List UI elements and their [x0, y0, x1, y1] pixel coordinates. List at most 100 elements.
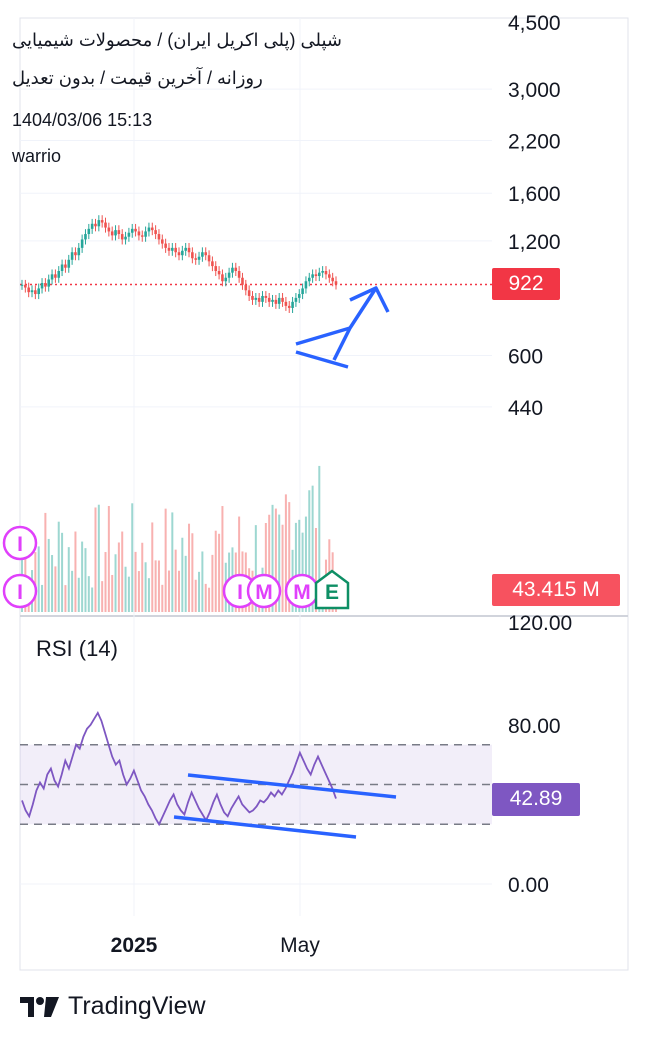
volume-bar	[131, 503, 134, 612]
candle-body	[321, 270, 324, 273]
volume-bar	[117, 542, 120, 612]
volume-bar	[188, 523, 191, 612]
candle-body	[54, 274, 57, 278]
candle-body	[297, 294, 301, 298]
volume-bar	[274, 508, 277, 612]
volume-bar	[81, 541, 84, 612]
chart-frame	[19, 17, 629, 971]
price-tick-label: 2,200	[508, 130, 561, 153]
volume-bar	[278, 514, 281, 612]
volume-bar	[304, 516, 307, 612]
rsi-trendline-upper	[187, 773, 397, 799]
timestamp: 1404/03/06 15:13	[12, 110, 153, 130]
candle-body	[221, 274, 224, 282]
volume-bar	[144, 562, 147, 612]
event-marker-label: M	[293, 581, 311, 604]
trendline-lower	[295, 350, 349, 369]
interval-line: روزانه / آخرین قیمت / بدون تعدیل	[12, 68, 263, 88]
volume-bar	[44, 512, 47, 612]
volume-bar	[54, 566, 57, 612]
rsi-tick-label: 80.00	[508, 715, 561, 738]
volume-bar	[154, 560, 157, 612]
rsi-current-label: 42.89	[492, 782, 580, 816]
symbol-line: شپلی (پلی اکریل ایران) / محصولات شیمیایی	[12, 30, 342, 50]
volume-bar	[84, 548, 87, 612]
candle-body	[127, 232, 131, 237]
volume-bar	[37, 546, 40, 612]
candle-body	[177, 252, 181, 256]
candle-body	[254, 297, 258, 300]
event-marker-label: I	[17, 533, 23, 556]
candle-body	[307, 277, 311, 282]
price-tick-label: 3,000	[508, 79, 561, 102]
candle-body	[284, 301, 288, 306]
rsi-trendline-lower	[173, 815, 357, 839]
candle-body	[281, 297, 284, 302]
candle-body	[57, 270, 61, 278]
candle-body	[277, 297, 281, 304]
candle-body	[104, 222, 107, 228]
candle-body	[157, 234, 161, 240]
price-tick-label: 1,200	[508, 231, 561, 254]
candle-body	[137, 231, 141, 236]
volume-bar	[204, 583, 207, 612]
candle-body	[117, 230, 121, 235]
rsi-layer	[20, 710, 492, 885]
tradingview-brand[interactable]: TradingView	[20, 992, 206, 1021]
candle-body	[74, 252, 77, 256]
volume-bar	[91, 587, 94, 612]
candle-body	[164, 243, 167, 248]
candle-body	[261, 295, 264, 302]
volume-bar	[308, 490, 311, 612]
candle-body	[211, 261, 214, 267]
candle-body	[331, 277, 334, 282]
price-tick-label: 120.00	[508, 612, 572, 635]
event-marker-label: I	[237, 581, 243, 604]
candle-body	[64, 264, 67, 268]
volume-bar	[157, 560, 160, 612]
volume-bar	[151, 522, 154, 612]
volume-bar	[301, 532, 304, 612]
volume-bar	[114, 554, 117, 612]
candle-body	[67, 259, 71, 268]
volume-bar	[127, 576, 130, 612]
drawings	[173, 286, 397, 839]
candle-body	[204, 252, 208, 256]
candle-body	[80, 239, 84, 248]
candle-body	[197, 256, 201, 260]
candle-body	[274, 299, 278, 304]
candle-body	[60, 264, 64, 271]
projection-arrow	[332, 287, 378, 361]
candle-body	[287, 305, 291, 308]
volume-bar	[194, 579, 197, 612]
candle-body	[244, 284, 248, 291]
candle-body	[20, 284, 24, 286]
candle-body	[224, 277, 228, 282]
volume-bar	[111, 574, 114, 612]
volume-bar	[288, 502, 291, 612]
candle-body	[44, 283, 47, 287]
axis-text: 4,500 3,000 2,200 1,600 1,200 600 440 120.00 80.…	[111, 12, 573, 957]
candle-body	[334, 281, 338, 285]
candle-body	[328, 274, 331, 278]
volume-bar	[167, 570, 170, 612]
volume-bar	[221, 506, 224, 612]
candle-body	[171, 247, 174, 251]
price-tick-label: 600	[508, 346, 543, 369]
event-marker-label: E	[325, 581, 339, 604]
candle-body	[207, 255, 211, 262]
volume-bar	[161, 584, 164, 612]
candle-body	[120, 234, 124, 240]
volume-bar	[97, 504, 100, 612]
volume-bar	[107, 505, 110, 612]
candle-body	[214, 266, 218, 271]
volume-bar	[298, 519, 301, 612]
volume-bar	[47, 538, 50, 612]
volume-bar	[51, 555, 54, 612]
candle-body	[231, 267, 234, 273]
volume-bar	[184, 555, 187, 612]
candle-body	[304, 281, 308, 289]
rsi-line	[21, 710, 337, 827]
brand-name: TradingView	[68, 992, 206, 1020]
candle-body	[271, 299, 274, 302]
